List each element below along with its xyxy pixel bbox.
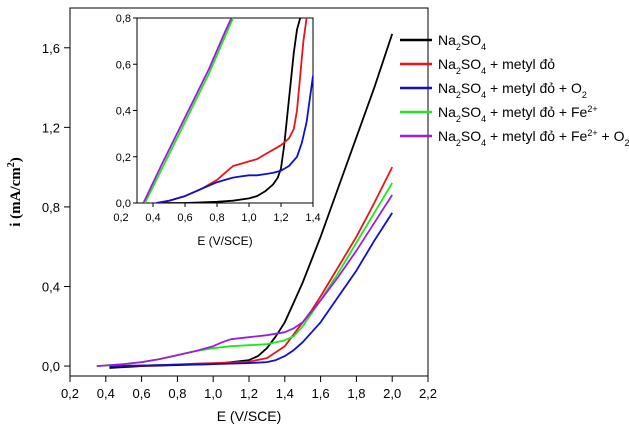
main-y-tick-label: 0,0 [42, 359, 60, 374]
main-x-tick-label: 1,8 [347, 386, 365, 401]
inset-x-tick-label: 1,2 [273, 212, 288, 224]
legend-item-s4: Na2SO4 + metyl đỏ + Fe2+ [400, 104, 598, 124]
inset-x-tick-label: 1,0 [241, 212, 256, 224]
legend-label-s1: Na2SO4 [438, 32, 486, 52]
inset-y-tick-label: 0,6 [116, 59, 131, 71]
inset-x-tick-label: 0,2 [113, 212, 128, 224]
inset-x-tick-label: 1,4 [305, 212, 320, 224]
inset-series-group [142, 18, 313, 203]
inset-x-tick-label: 0,6 [177, 212, 192, 224]
main-series-line-s4 [96, 182, 393, 367]
inset-series-line-s5 [142, 18, 233, 203]
legend-label-s3: Na2SO4 + metyl đỏ + O2 [438, 80, 587, 100]
main-x-tick-label: 2,0 [383, 386, 401, 401]
main-y-tick-label: 0,8 [42, 200, 60, 215]
main-x-tick-label: 1,6 [312, 386, 330, 401]
main-x-tick-label: 0,6 [133, 386, 151, 401]
inset-y-tick-label: 0,0 [116, 198, 131, 210]
inset-series-line-s4 [144, 18, 234, 203]
legend-label-s5: Na2SO4 + metyl đỏ + Fe2+ + O2 [438, 128, 629, 148]
legend-item-s1: Na2SO4 [400, 32, 486, 52]
inset-y-tick-label: 0,8 [116, 13, 131, 25]
inset-y-tick-label: 0,2 [116, 152, 131, 164]
main-series-line-s5 [96, 194, 393, 367]
main-y-tick-label: 0,4 [42, 279, 60, 294]
inset-plot-frame [136, 17, 314, 204]
inset-series-line-s1 [156, 18, 302, 203]
legend-item-s3: Na2SO4 + metyl đỏ + O2 [400, 80, 587, 100]
inset-x-axis-title: E (V/SCE) [197, 234, 252, 248]
inset-x-tick-label: 0,4 [145, 212, 160, 224]
main-x-tick-label: 0,4 [97, 386, 115, 401]
main-x-axis-title: E (V/SCE) [217, 408, 282, 424]
main-x-tick-label: 1,4 [276, 386, 294, 401]
main-chart: 0,2 0,4 0,6 0,8 1,0 1,2 1,4 1,6 1,8 2,0 2,20,00,40… [6, 7, 437, 424]
legend-item-s2: Na2SO4 + metyl đỏ [400, 56, 555, 76]
main-x-tick-label: 1,2 [240, 386, 258, 401]
legend-label-s2: Na2SO4 + metyl đỏ [438, 56, 555, 76]
legend: Na2SO4 Na2SO4 + metyl đỏ Na2SO4 + metyl đỏ… [400, 32, 629, 148]
inset-series-line-s3 [156, 75, 313, 203]
main-y-tick-label: 1,6 [42, 41, 60, 56]
main-y-axis-title: i (mA/cm2) [6, 157, 24, 227]
main-x-tick-label: 2,2 [419, 386, 437, 401]
main-x-tick-label: 0,8 [168, 386, 186, 401]
legend-item-s5: Na2SO4 + metyl đỏ + Fe2+ + O2 [400, 128, 629, 148]
inset-x-tick-label: 0,8 [209, 212, 224, 224]
main-y-tick-label: 1,2 [42, 120, 60, 135]
main-x-tick-label: 0,2 [61, 386, 79, 401]
inset-chart: 0,2 0,4 0,6 0,8 1,0 1,2 1,4 0,0 0,2 0,4 0,6 0,8 E (V… [113, 13, 320, 248]
legend-label-s4: Na2SO4 + metyl đỏ + Fe2+ [438, 104, 598, 124]
main-x-tick-label: 1,0 [204, 386, 222, 401]
main-series-line-s3 [109, 212, 393, 367]
inset-y-tick-label: 0,4 [116, 106, 131, 118]
